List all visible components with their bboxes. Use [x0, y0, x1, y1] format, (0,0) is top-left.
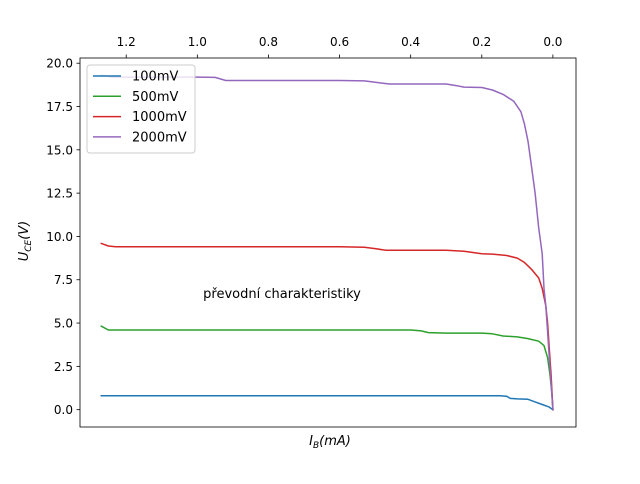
series-line-2000mV — [100, 74, 554, 411]
legend-box — [86, 64, 196, 154]
x-axis-label-sub: B — [313, 441, 319, 451]
x-tick-label-1.2: 1.2 — [117, 35, 136, 49]
y-axis-label-unit: (V) — [17, 221, 32, 240]
y-tick-label-2.5: 2.5 — [54, 360, 73, 374]
x-tick-label-0.0: 0.0 — [543, 35, 562, 49]
y-axis-label-sub: CE — [24, 239, 34, 251]
y-tick-label-0.0: 0.0 — [54, 403, 73, 417]
y-axis-label-main: U — [17, 251, 32, 261]
axes-layer: 1.2 1.0 0.8 0.6 0.4 0.2 0.0 0.0 2.5 5.0 7.5 10.0 12.… — [46, 35, 577, 428]
x-axis-label: IB(mA) — [309, 434, 351, 451]
y-axis-label: UCE(V) — [17, 221, 34, 262]
series-line-500mV — [100, 325, 554, 411]
legend-label-100mV: 100mV — [132, 70, 178, 85]
x-tick-label-0.2: 0.2 — [472, 35, 491, 49]
y-tick-label-20.0: 20.0 — [46, 57, 73, 71]
legend-label-2000mV: 2000mV — [132, 130, 187, 145]
y-tick-label-7.5: 7.5 — [54, 273, 73, 287]
legend-label-1000mV: 1000mV — [132, 110, 187, 125]
legend: 100mV 500mV 1000mV 2000mV — [86, 64, 196, 154]
x-axis-label-main: I — [309, 434, 313, 449]
x-tick-label-0.4: 0.4 — [401, 35, 420, 49]
y-tick-label-10.0: 10.0 — [46, 230, 73, 244]
annotation-text: převodní charakteristiky — [203, 287, 361, 302]
series-layer — [100, 74, 554, 411]
y-tick-label-17.5: 17.5 — [46, 100, 73, 114]
x-axis-label-unit: (mA) — [319, 434, 351, 449]
axes-frame — [79, 57, 577, 428]
y-tick-label-12.5: 12.5 — [46, 187, 73, 201]
x-tick-label-0.6: 0.6 — [330, 35, 349, 49]
x-tick-label-1.0: 1.0 — [188, 35, 207, 49]
y-tick-label-15.0: 15.0 — [46, 143, 73, 157]
legend-label-500mV: 500mV — [132, 90, 178, 105]
y-tick-label-5.0: 5.0 — [54, 317, 73, 331]
series-line-100mV — [100, 395, 554, 411]
x-tick-label-0.8: 0.8 — [259, 35, 278, 49]
